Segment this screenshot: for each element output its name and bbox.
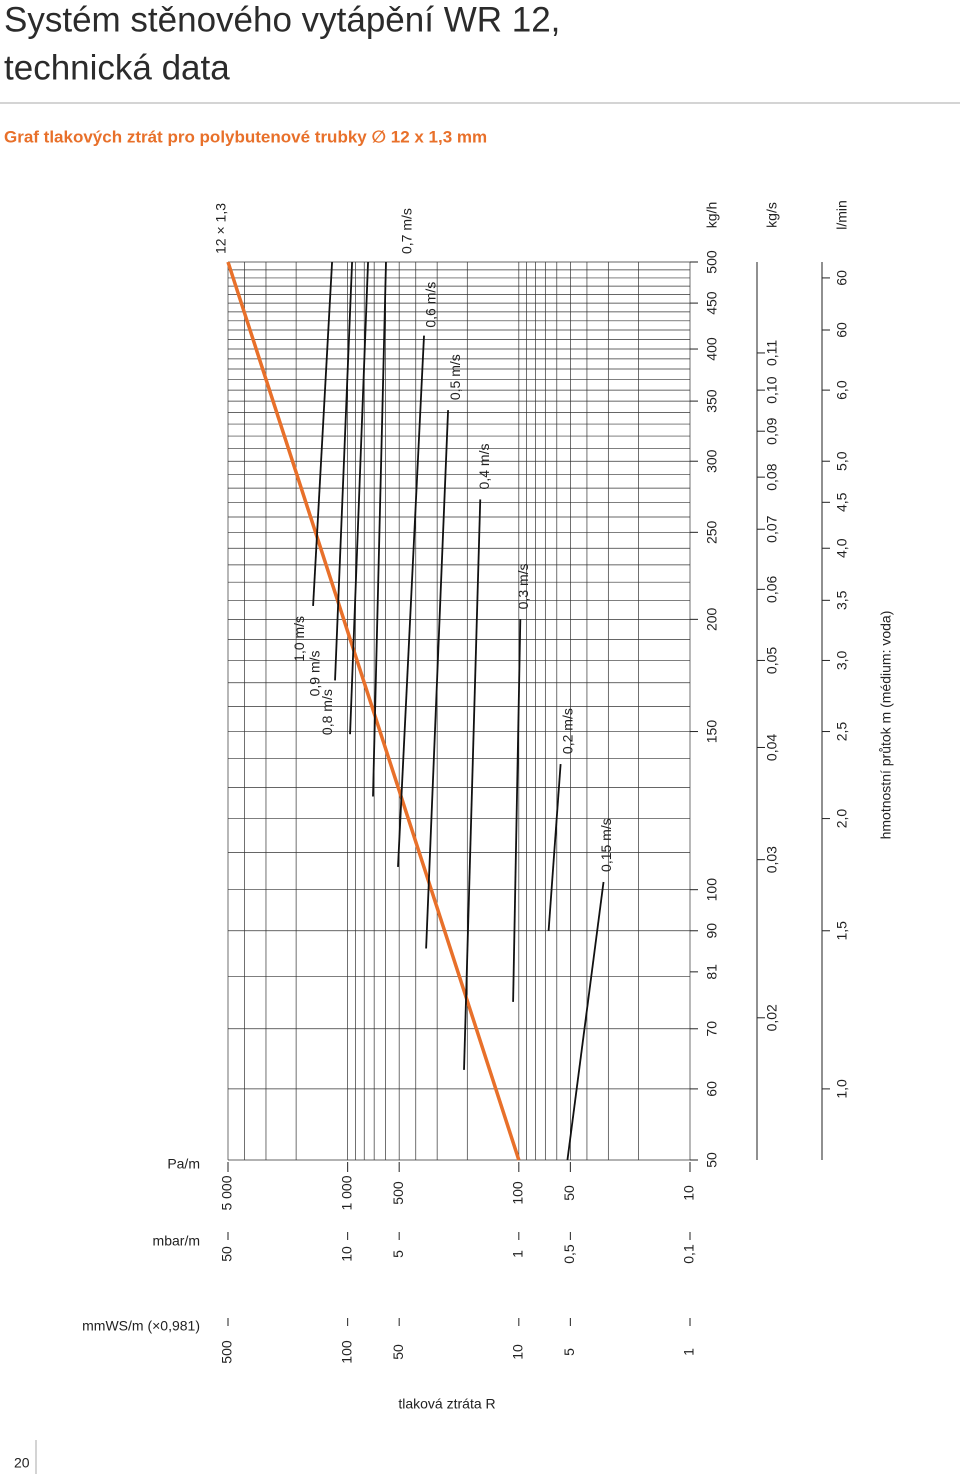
- y-tick-label: 60: [834, 322, 850, 338]
- series-line: [372, 261, 387, 797]
- x-tick-label: 5: [390, 1250, 406, 1258]
- y-tick-label: 350: [704, 389, 720, 413]
- x-tick-label: 0,5: [561, 1244, 577, 1264]
- y-tick-label: 0,07: [764, 515, 780, 542]
- y-tick-label: 2,0: [834, 809, 850, 829]
- x-tick-label: 10: [510, 1344, 526, 1360]
- series-line: [397, 335, 425, 867]
- series-line: [425, 410, 449, 949]
- y-tick-label: 5,0: [834, 451, 850, 471]
- y-tick-label: 1,0: [834, 1079, 850, 1099]
- series-line: [463, 499, 482, 1070]
- x-tick-label: 500: [219, 1340, 235, 1364]
- chart-subtitle: Graf tlakových ztrát pro polybutenové tr…: [4, 127, 487, 146]
- series-label: 0,6 m/s: [423, 282, 439, 328]
- y-tick-label: 3,0: [834, 650, 850, 670]
- series-line: [226, 261, 521, 1161]
- series-label: 0,4 m/s: [476, 444, 492, 490]
- x-tick-label: 50: [390, 1344, 406, 1360]
- y-tick-label: 6,0: [834, 380, 850, 400]
- series-line: [512, 619, 522, 1002]
- y-tick-label: 300: [704, 449, 720, 473]
- y-tick-label: 70: [704, 1021, 720, 1037]
- y-tick-label: 0,03: [764, 846, 780, 873]
- x-tick-label: 1: [681, 1348, 697, 1356]
- series-line: [349, 261, 369, 735]
- y-tick-label: 60: [834, 270, 850, 286]
- series-label: 0,7 m/s: [399, 208, 415, 254]
- x-tick-label: 100: [338, 1340, 354, 1364]
- y-tick-label: 81: [704, 964, 720, 980]
- x-tick-label: 0,1: [681, 1244, 697, 1264]
- series-label: 0,15 m/s: [598, 818, 614, 872]
- series-line: [547, 763, 562, 931]
- y3-unit: l/min: [834, 200, 850, 230]
- series-label: 0,8 m/s: [319, 689, 335, 735]
- series-label: 0,3 m/s: [515, 563, 531, 609]
- y-tick-label: 4,0: [834, 538, 850, 558]
- y-tick-label: 1,5: [834, 921, 850, 941]
- y-tick-label: 200: [704, 607, 720, 631]
- y-tick-label: 3,5: [834, 590, 850, 610]
- x2-unit: mbar/m: [153, 1233, 200, 1249]
- x3-unit: mmWS/m (×0,981): [82, 1318, 200, 1334]
- series-line: [334, 261, 353, 681]
- x-tick-label: 10: [338, 1246, 354, 1262]
- series-label: 0,9 m/s: [307, 650, 323, 696]
- x-tick-label: 1 000: [338, 1175, 354, 1210]
- y-tick-label: 90: [704, 923, 720, 939]
- y-tick-label: 2,5: [834, 722, 850, 742]
- series-label: 0,2 m/s: [559, 708, 575, 754]
- y-tick-label: 4,5: [834, 492, 850, 512]
- x-unit: Pa/m: [167, 1156, 200, 1172]
- chart-title: technická data: [4, 48, 230, 87]
- x-tick-label: 50: [561, 1185, 577, 1201]
- y-tick-label: 0,06: [764, 576, 780, 603]
- y-unit: kg/h: [704, 202, 720, 228]
- y-tick-label: 250: [704, 520, 720, 544]
- y-tick-label: 0,09: [764, 417, 780, 444]
- x-tick-label: 5 000: [219, 1175, 235, 1210]
- y-tick-label: 0,11: [764, 340, 780, 366]
- y-tick-label: 500: [704, 250, 720, 274]
- series-label: 1,0 m/s: [291, 616, 307, 662]
- y-tick-label: 400: [704, 337, 720, 361]
- y-axis-title: hmotnostní průtok m (médium: voda): [878, 611, 894, 840]
- x-tick-label: 5: [561, 1348, 577, 1356]
- page-number: 20: [14, 1455, 30, 1471]
- y-tick-label: 60: [704, 1081, 720, 1097]
- series-line: [566, 881, 605, 1161]
- y-tick-label: 0,08: [764, 463, 780, 490]
- x-tick-label: 10: [681, 1185, 697, 1201]
- y2-unit: kg/s: [764, 202, 780, 228]
- y-tick-label: 150: [704, 720, 720, 744]
- series-line: [312, 261, 333, 606]
- series-label: 12 × 1,3: [213, 203, 229, 254]
- series-label: 0,5 m/s: [447, 354, 463, 400]
- y-tick-label: 50: [704, 1152, 720, 1168]
- y-tick-label: 0,02: [764, 1004, 780, 1031]
- x-tick-label: 100: [510, 1181, 526, 1205]
- y-tick-label: 0,04: [764, 734, 780, 761]
- chart-title: Systém stěnového vytápění WR 12,: [4, 0, 560, 39]
- x-tick-label: 500: [390, 1181, 406, 1205]
- y-tick-label: 0,10: [764, 376, 780, 403]
- y-tick-label: 450: [704, 291, 720, 315]
- y-tick-label: 100: [704, 878, 720, 902]
- y-tick-label: 0,05: [764, 647, 780, 674]
- x-tick-label: 1: [510, 1250, 526, 1258]
- x-axis-title: tlaková ztráta R: [398, 1396, 495, 1412]
- x-tick-label: 50: [219, 1246, 235, 1262]
